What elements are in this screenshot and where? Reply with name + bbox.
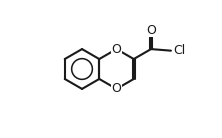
Text: O: O [112, 43, 121, 56]
Text: O: O [146, 24, 156, 37]
Text: Cl: Cl [174, 44, 186, 57]
Text: O: O [112, 82, 121, 95]
